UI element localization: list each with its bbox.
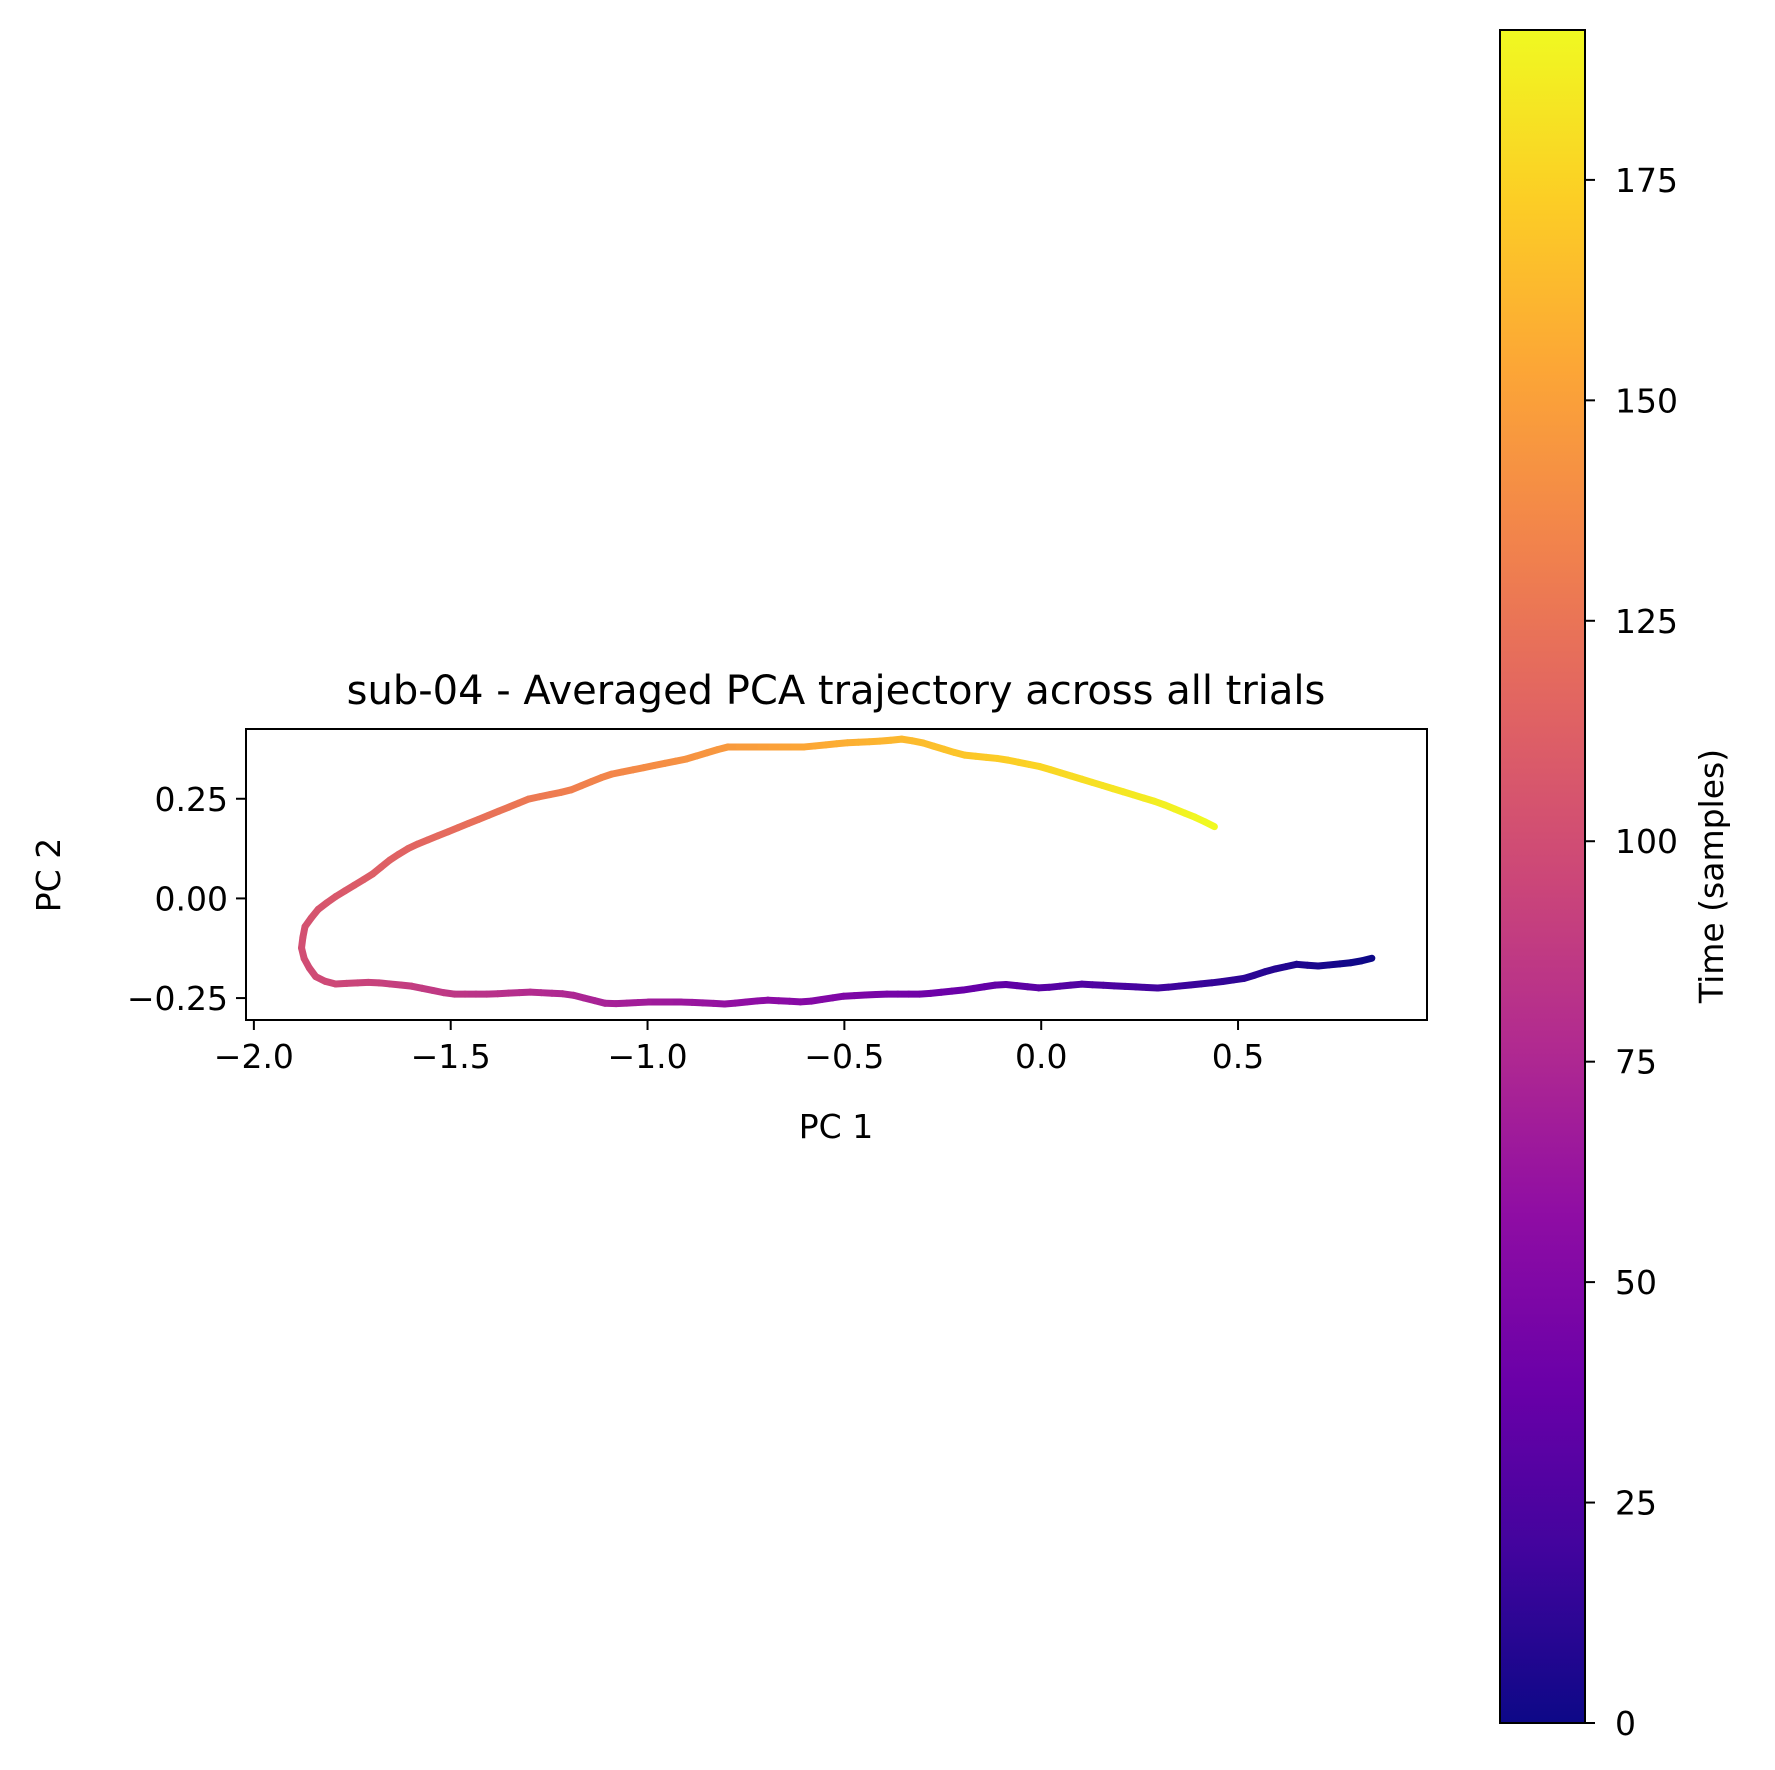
chart-title: sub-04 - Averaged PCA trajectory across …: [347, 668, 1326, 714]
colorbar-tick-label: 175: [1615, 161, 1678, 200]
y-tick-label: 0.25: [155, 780, 228, 819]
y-axis-label: PC 2: [29, 838, 68, 912]
x-tick-label: −0.5: [804, 1037, 884, 1076]
x-tick-label: 0.5: [1212, 1037, 1264, 1076]
colorbar-label: Time (samples): [1692, 749, 1731, 1004]
x-axis-label: PC 1: [799, 1107, 873, 1146]
colorbar-tick-label: 100: [1615, 822, 1678, 861]
colorbar-ticks: 0 25 50 75 100 125 150 175: [1585, 161, 1678, 1743]
colorbar-tick-label: 75: [1615, 1043, 1657, 1082]
colorbar-tick-label: 25: [1615, 1484, 1657, 1523]
y-tick-label: −0.25: [127, 979, 228, 1018]
x-tick-label: −1.5: [411, 1037, 491, 1076]
colorbar-tick-label: 50: [1615, 1263, 1657, 1302]
colorbar-tick-label: 0: [1615, 1704, 1636, 1743]
y-axis-ticks: −0.25 0.00 0.25: [127, 780, 246, 1018]
y-tick-label: 0.00: [155, 879, 228, 918]
colorbar-tick-label: 125: [1615, 602, 1678, 641]
trajectory-segment: [1201, 818, 1218, 831]
x-tick-label: 0.0: [1015, 1037, 1067, 1076]
x-axis-ticks: −2.0 −1.5 −1.0 −0.5 0.0 0.5: [214, 1020, 1264, 1076]
plot-frame: [245, 728, 1428, 1021]
x-tick-label: −1.0: [607, 1037, 687, 1076]
colorbar-tick-label: 150: [1615, 381, 1678, 420]
x-tick-label: −2.0: [214, 1037, 294, 1076]
colorbar: [1499, 29, 1586, 1724]
trajectory-line: [298, 735, 1376, 1008]
